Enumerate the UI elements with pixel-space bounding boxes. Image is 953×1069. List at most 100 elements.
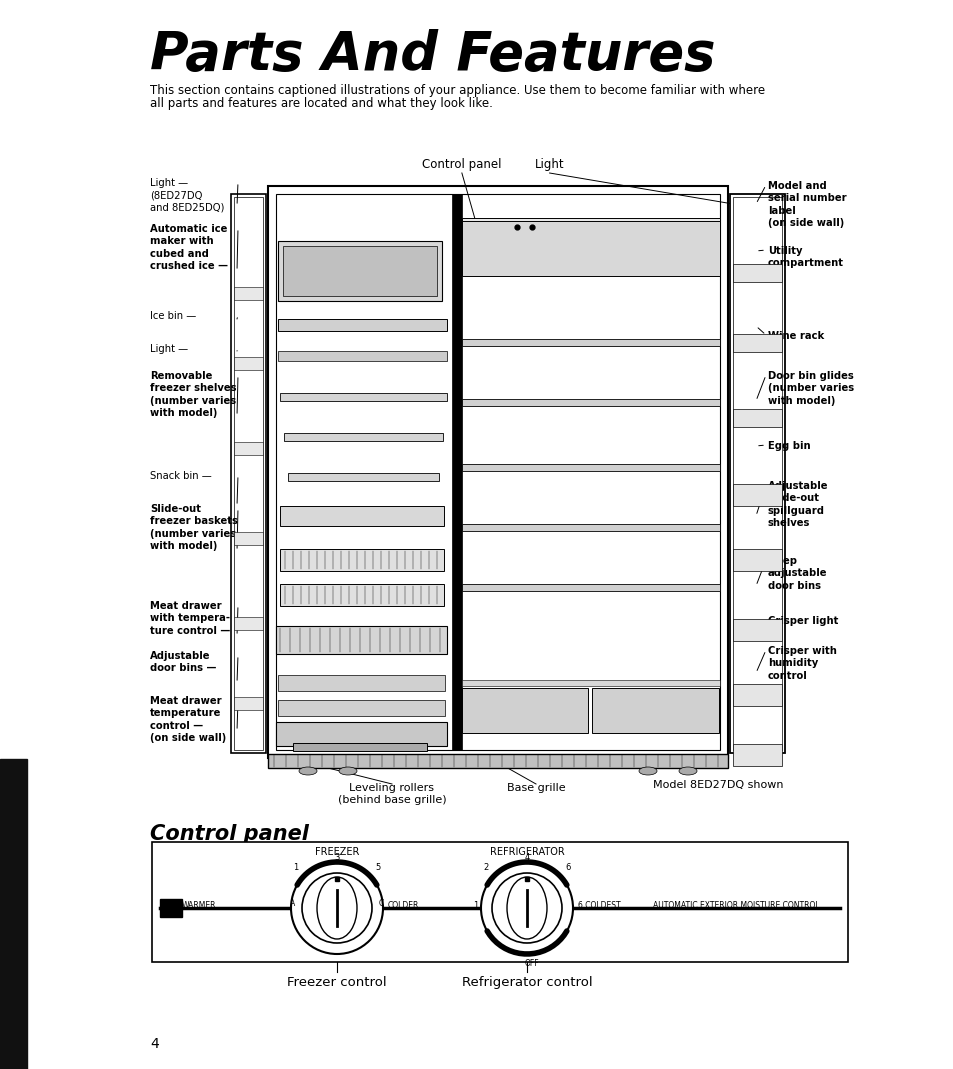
- Bar: [268, 186, 727, 758]
- Bar: [461, 399, 720, 406]
- Text: Meat drawer
with tempera-
ture control —: Meat drawer with tempera- ture control —: [150, 601, 230, 636]
- Text: 4: 4: [524, 852, 529, 862]
- Bar: [461, 221, 720, 276]
- Bar: [233, 617, 263, 630]
- Text: 4: 4: [150, 1037, 158, 1051]
- Text: Meat drawer
temperature
control —
(on side wall): Meat drawer temperature control — (on si…: [150, 696, 226, 743]
- Text: 1: 1: [294, 863, 298, 871]
- Bar: [461, 688, 587, 733]
- Ellipse shape: [480, 862, 573, 954]
- Text: This section contains captioned illustrations of your appliance. Use them to bec: This section contains captioned illustra…: [150, 84, 764, 97]
- Text: Egg bin: Egg bin: [767, 441, 810, 451]
- Bar: [277, 319, 446, 331]
- Ellipse shape: [679, 766, 697, 775]
- Bar: [233, 441, 263, 455]
- Bar: [275, 193, 720, 750]
- Text: Control panel: Control panel: [421, 158, 501, 171]
- Text: Freezer control: Freezer control: [287, 976, 386, 989]
- Ellipse shape: [492, 873, 561, 943]
- Text: A: A: [290, 899, 295, 908]
- Bar: [277, 700, 444, 716]
- Bar: [732, 264, 781, 282]
- Text: Automatic ice
maker with
cubed and
crushed ice —: Automatic ice maker with cubed and crush…: [150, 224, 228, 272]
- Text: Door bin glides
(number varies
with model): Door bin glides (number varies with mode…: [767, 371, 853, 406]
- Bar: [275, 626, 446, 654]
- Bar: [732, 197, 781, 750]
- Bar: [732, 484, 781, 506]
- Bar: [461, 524, 720, 531]
- Bar: [591, 688, 718, 733]
- Text: Control panel: Control panel: [150, 824, 309, 845]
- Bar: [284, 433, 442, 441]
- Text: Model 8ED27DQ shown: Model 8ED27DQ shown: [652, 780, 782, 790]
- Text: Slide-out
freezer baskets
(number varies
with model): Slide-out freezer baskets (number varies…: [150, 503, 237, 552]
- Bar: [280, 506, 443, 526]
- Bar: [268, 754, 727, 768]
- Text: FREEZER: FREEZER: [314, 847, 359, 857]
- Bar: [732, 409, 781, 427]
- Bar: [461, 218, 720, 236]
- Text: Base grille: Base grille: [506, 783, 565, 793]
- Bar: [732, 619, 781, 641]
- Bar: [461, 584, 720, 591]
- Text: all parts and features are located and what they look like.: all parts and features are located and w…: [150, 97, 493, 110]
- Text: Parts And Features: Parts And Features: [150, 29, 715, 81]
- Bar: [288, 472, 438, 481]
- Text: Leveling rollers
(behind base grille): Leveling rollers (behind base grille): [337, 783, 446, 805]
- Text: 6 COLDEST: 6 COLDEST: [578, 900, 620, 910]
- Text: Refrigerator control: Refrigerator control: [461, 976, 592, 989]
- Text: 2: 2: [483, 863, 488, 871]
- Bar: [152, 842, 847, 962]
- Text: 5: 5: [375, 863, 380, 871]
- Text: COLDER: COLDER: [388, 900, 419, 910]
- Text: Ice bin —: Ice bin —: [150, 311, 196, 321]
- Ellipse shape: [291, 862, 382, 954]
- Bar: [732, 334, 781, 352]
- Ellipse shape: [298, 766, 316, 775]
- Bar: [277, 675, 444, 691]
- Text: Wine rack: Wine rack: [767, 331, 823, 341]
- Bar: [732, 684, 781, 706]
- Bar: [732, 549, 781, 571]
- Bar: [293, 743, 426, 752]
- Bar: [233, 197, 263, 750]
- Ellipse shape: [316, 877, 356, 939]
- Bar: [233, 286, 263, 300]
- Text: OFF: OFF: [524, 959, 538, 969]
- Bar: [729, 193, 784, 753]
- Ellipse shape: [302, 873, 372, 943]
- Ellipse shape: [639, 766, 657, 775]
- Text: Snack bin —: Snack bin —: [150, 471, 212, 481]
- Bar: [277, 351, 446, 361]
- Bar: [280, 549, 443, 571]
- Bar: [0, 759, 27, 1069]
- Bar: [233, 697, 263, 710]
- Bar: [277, 241, 441, 301]
- Bar: [461, 680, 720, 686]
- Text: Adjustable
Slide-out
spillguard
shelves: Adjustable Slide-out spillguard shelves: [767, 481, 827, 528]
- Text: WARMER: WARMER: [182, 900, 216, 910]
- Text: Light —: Light —: [150, 344, 188, 354]
- Text: Deep
adjustable
door bins: Deep adjustable door bins: [767, 556, 826, 591]
- Text: Light —
(8ED27DQ
and 8ED25DQ): Light — (8ED27DQ and 8ED25DQ): [150, 179, 224, 213]
- Text: Removable
freezer shelves
(number varies
with model): Removable freezer shelves (number varies…: [150, 371, 236, 418]
- Text: AUTOMATIC EXTERIOR MOISTURE CONTROL: AUTOMATIC EXTERIOR MOISTURE CONTROL: [652, 900, 819, 910]
- Text: Model and
serial number
label
(on side wall): Model and serial number label (on side w…: [767, 181, 845, 228]
- Text: Light: Light: [535, 158, 564, 171]
- Bar: [461, 464, 720, 471]
- Bar: [233, 357, 263, 370]
- Text: 1: 1: [473, 900, 477, 910]
- Ellipse shape: [338, 766, 356, 775]
- Text: 3: 3: [334, 852, 339, 862]
- Bar: [233, 532, 263, 545]
- Bar: [275, 722, 446, 746]
- Text: C: C: [378, 899, 383, 908]
- Text: Crisper light: Crisper light: [767, 616, 838, 626]
- Text: Utility
compartment: Utility compartment: [767, 246, 843, 268]
- Bar: [461, 339, 720, 346]
- Bar: [732, 744, 781, 766]
- Text: Adjustable
door bins —: Adjustable door bins —: [150, 651, 216, 673]
- Text: 6: 6: [565, 863, 570, 871]
- Bar: [452, 193, 461, 750]
- Ellipse shape: [506, 877, 546, 939]
